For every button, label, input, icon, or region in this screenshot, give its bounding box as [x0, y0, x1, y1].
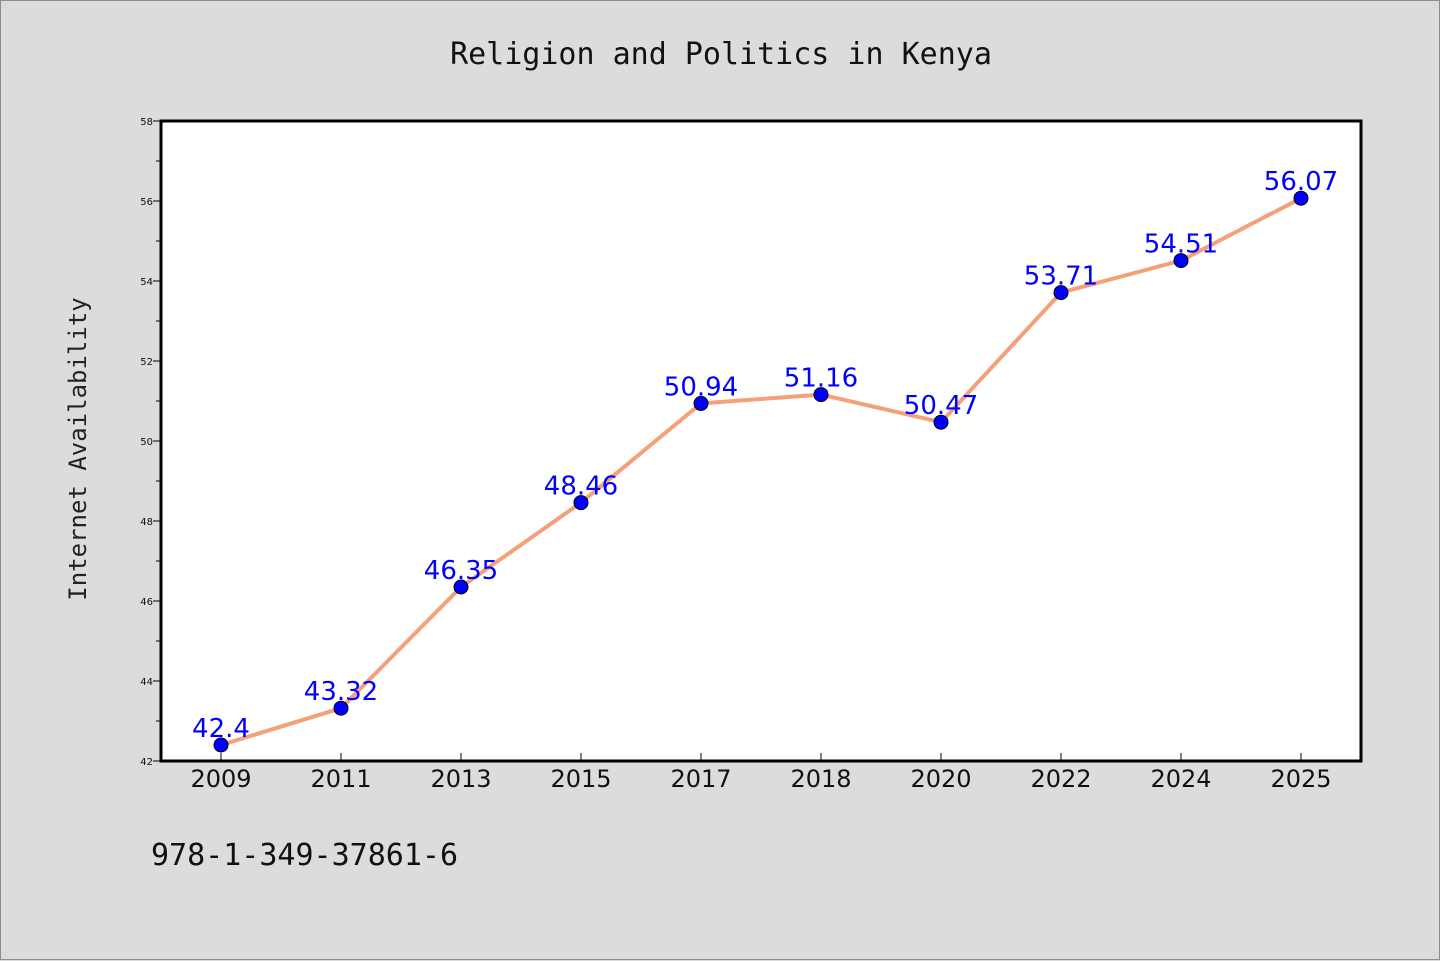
data-point [213, 737, 229, 753]
data-label: 42.4 [192, 714, 250, 744]
data-label: 51.16 [784, 364, 858, 394]
y-tick-label: 42 [140, 757, 153, 768]
y-tick-label: 52 [140, 357, 153, 368]
x-axis: 2009 2011 2013 2015 2017 2018 2020 2022 2024 2025 [190, 753, 1332, 793]
data-point [1293, 190, 1309, 206]
data-label: 50.47 [904, 391, 978, 421]
x-tick-label: 2018 [790, 765, 851, 793]
data-point [573, 495, 589, 511]
data-point [333, 700, 349, 716]
x-tick-label: 2013 [430, 765, 491, 793]
y-tick-label: 50 [140, 437, 153, 448]
x-tick-label: 2011 [310, 765, 371, 793]
plot-area [161, 121, 1361, 761]
data-label: 46.35 [424, 556, 498, 586]
data-point [1053, 285, 1069, 301]
series-group: 42.4 43.32 46.35 48.46 50.94 51.16 50.47 53.71 5… [192, 167, 1338, 753]
data-label: 56.07 [1264, 167, 1338, 197]
y-tick-label: 44 [140, 677, 153, 688]
data-label: 53.71 [1024, 262, 1098, 292]
data-point [693, 395, 709, 411]
y-tick-label: 54 [140, 277, 153, 288]
data-label: 50.94 [664, 372, 738, 402]
chart-title: Religion and Politics in Kenya [450, 37, 992, 72]
y-tick-label: 46 [140, 597, 153, 608]
y-axis-label: Internet Availability [64, 297, 92, 600]
data-point [813, 387, 829, 403]
y-tick-label: 48 [140, 517, 153, 528]
data-label: 43.32 [304, 677, 378, 707]
x-tick-label: 2025 [1270, 765, 1331, 793]
data-label: 48.46 [544, 472, 618, 502]
x-tick-label: 2015 [550, 765, 611, 793]
data-label: 54.51 [1144, 230, 1218, 260]
series-line [220, 196, 1302, 747]
x-tick-label: 2024 [1150, 765, 1211, 793]
x-tick-label: 2017 [670, 765, 731, 793]
footnote: 978-1-349-37861-6 [151, 838, 458, 873]
y-axis: 42 44 46 48 50 52 54 56 58 [140, 117, 161, 768]
data-point [933, 414, 949, 430]
y-tick-label: 56 [140, 197, 153, 208]
data-point [453, 579, 469, 595]
y-tick-label: 58 [140, 117, 153, 128]
x-tick-label: 2009 [190, 765, 251, 793]
x-tick-label: 2020 [910, 765, 971, 793]
x-tick-label: 2022 [1030, 765, 1091, 793]
data-point [1173, 253, 1189, 269]
plot-border [159, 119, 1363, 763]
